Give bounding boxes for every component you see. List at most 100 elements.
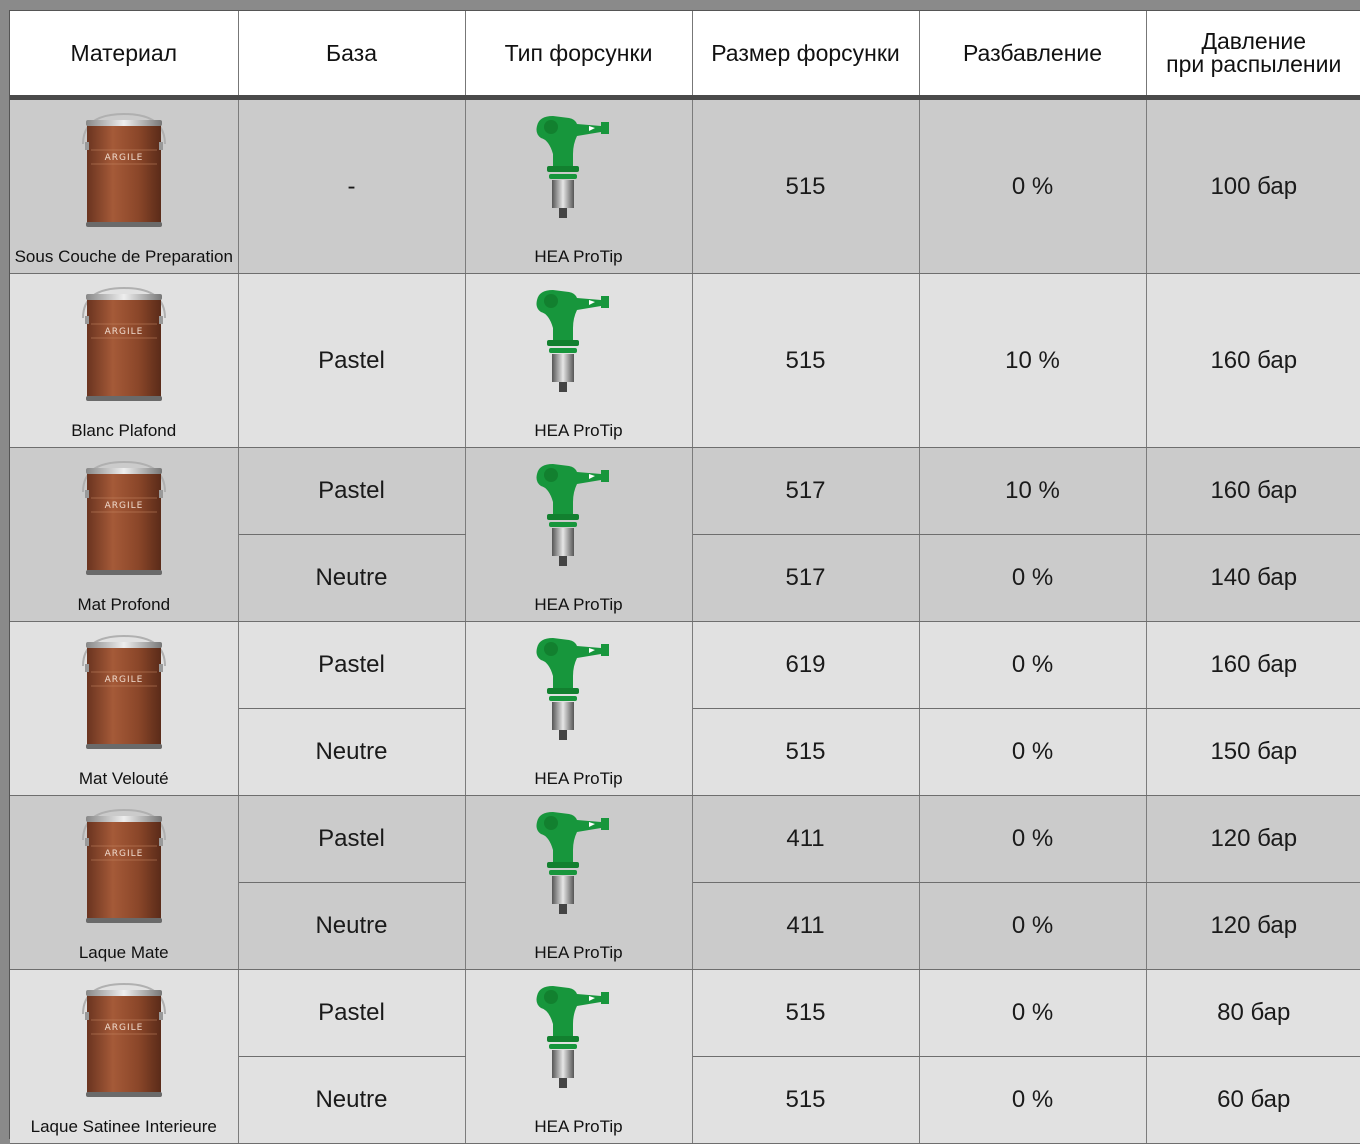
table-header-row: Материал База Тип форсунки Размер форсун… [10, 11, 1360, 98]
pressure-cell: 60 бар [1146, 1057, 1360, 1144]
spray-tip-image [529, 810, 629, 920]
tip-size-cell: 411 [692, 796, 919, 883]
tip-type-cell: HEA ProTip [465, 98, 692, 274]
spray-settings-table-frame: Материал База Тип форсунки Размер форсун… [9, 10, 1360, 1139]
pressure-cell: 140 бар [1146, 535, 1360, 622]
header-tip-size: Размер форсунки [692, 11, 919, 98]
material-cell: ARGILE Sous Couche de Preparation [10, 98, 238, 274]
paint-can-icon: ARGILE [75, 458, 173, 578]
material-name: Laque Mate [79, 943, 169, 969]
base-cell: Pastel [238, 448, 465, 535]
table-row: ARGILE Laque Mate Pastel HEA ProTip 411 0 %… [10, 796, 1360, 883]
base-cell: Pastel [238, 970, 465, 1057]
base-cell: - [238, 98, 465, 274]
spray-tip-image [529, 636, 629, 746]
paint-can-image: ARGILE [75, 806, 173, 926]
tip-type-name: HEA ProTip [534, 595, 622, 621]
spray-tip-icon [529, 636, 629, 746]
material-cell: ARGILE Laque Mate [10, 796, 238, 970]
header-base: База [238, 11, 465, 98]
material-name: Mat Profond [77, 595, 170, 621]
material-cell: ARGILE Laque Satinee Interieure [10, 970, 238, 1144]
material-name: Mat Velouté [79, 769, 169, 795]
tip-type-cell: HEA ProTip [465, 796, 692, 970]
can-brand-label: ARGILE [104, 1023, 143, 1033]
pressure-cell: 160 бар [1146, 274, 1360, 448]
pressure-cell: 120 бар [1146, 796, 1360, 883]
spray-tip-icon [529, 288, 629, 398]
tip-type-name: HEA ProTip [534, 421, 622, 447]
tip-size-cell: 411 [692, 883, 919, 970]
spray-tip-image [529, 984, 629, 1094]
spray-tip-icon [529, 462, 629, 572]
can-brand-label: ARGILE [104, 327, 143, 337]
dilution-cell: 10 % [919, 274, 1146, 448]
paint-can-image: ARGILE [75, 110, 173, 230]
spray-settings-table: Материал База Тип форсунки Размер форсун… [10, 11, 1360, 1144]
tip-size-cell: 517 [692, 448, 919, 535]
paint-can-icon: ARGILE [75, 110, 173, 230]
base-cell: Pastel [238, 274, 465, 448]
spray-tip-icon [529, 114, 629, 224]
header-material: Материал [10, 11, 238, 98]
tip-type-cell: HEA ProTip [465, 448, 692, 622]
dilution-cell: 0 % [919, 535, 1146, 622]
paint-can-image: ARGILE [75, 458, 173, 578]
tip-size-cell: 515 [692, 274, 919, 448]
paint-can-icon: ARGILE [75, 806, 173, 926]
base-cell: Pastel [238, 796, 465, 883]
material-name: Blanc Plafond [71, 421, 176, 447]
base-cell: Neutre [238, 709, 465, 796]
tip-type-cell: HEA ProTip [465, 970, 692, 1144]
pressure-cell: 160 бар [1146, 622, 1360, 709]
spray-tip-image [529, 114, 629, 224]
paint-can-icon: ARGILE [75, 632, 173, 752]
dilution-cell: 0 % [919, 98, 1146, 274]
pressure-cell: 80 бар [1146, 970, 1360, 1057]
base-cell: Neutre [238, 1057, 465, 1144]
tip-size-cell: 515 [692, 709, 919, 796]
material-name: Laque Satinee Interieure [31, 1117, 217, 1143]
tip-type-name: HEA ProTip [534, 943, 622, 969]
material-cell: ARGILE Mat Velouté [10, 622, 238, 796]
paint-can-image: ARGILE [75, 632, 173, 752]
base-cell: Pastel [238, 622, 465, 709]
pressure-cell: 100 бар [1146, 98, 1360, 274]
header-dilution: Разбавление [919, 11, 1146, 98]
table-row: ARGILE Blanc Plafond Pastel HEA ProTip 515… [10, 274, 1360, 448]
tip-size-cell: 515 [692, 98, 919, 274]
tip-type-name: HEA ProTip [534, 769, 622, 795]
can-brand-label: ARGILE [104, 153, 143, 163]
dilution-cell: 0 % [919, 970, 1146, 1057]
pressure-cell: 120 бар [1146, 883, 1360, 970]
material-cell: ARGILE Blanc Plafond [10, 274, 238, 448]
can-brand-label: ARGILE [104, 501, 143, 511]
pressure-cell: 150 бар [1146, 709, 1360, 796]
table-row: ARGILE Laque Satinee Interieure Pastel HE… [10, 970, 1360, 1057]
material-name: Sous Couche de Preparation [15, 247, 233, 273]
tip-size-cell: 515 [692, 970, 919, 1057]
dilution-cell: 0 % [919, 622, 1146, 709]
tip-type-name: HEA ProTip [534, 1117, 622, 1143]
paint-can-image: ARGILE [75, 284, 173, 404]
tip-size-cell: 515 [692, 1057, 919, 1144]
tip-size-cell: 517 [692, 535, 919, 622]
spray-tip-icon [529, 984, 629, 1094]
paint-can-image: ARGILE [75, 980, 173, 1100]
base-cell: Neutre [238, 883, 465, 970]
can-brand-label: ARGILE [104, 675, 143, 685]
material-cell: ARGILE Mat Profond [10, 448, 238, 622]
header-tip-type: Тип форсунки [465, 11, 692, 98]
dilution-cell: 0 % [919, 796, 1146, 883]
dilution-cell: 10 % [919, 448, 1146, 535]
dilution-cell: 0 % [919, 709, 1146, 796]
base-cell: Neutre [238, 535, 465, 622]
table-row: ARGILE Mat Profond Pastel HEA ProTip 517 10… [10, 448, 1360, 535]
table-body: ARGILE Sous Couche de Preparation - HEA P… [10, 98, 1360, 1144]
tip-type-name: HEA ProTip [534, 247, 622, 273]
can-brand-label: ARGILE [104, 849, 143, 859]
spray-tip-icon [529, 810, 629, 920]
spray-tip-image [529, 462, 629, 572]
pressure-cell: 160 бар [1146, 448, 1360, 535]
header-pressure: Давление при распылении [1146, 11, 1360, 98]
